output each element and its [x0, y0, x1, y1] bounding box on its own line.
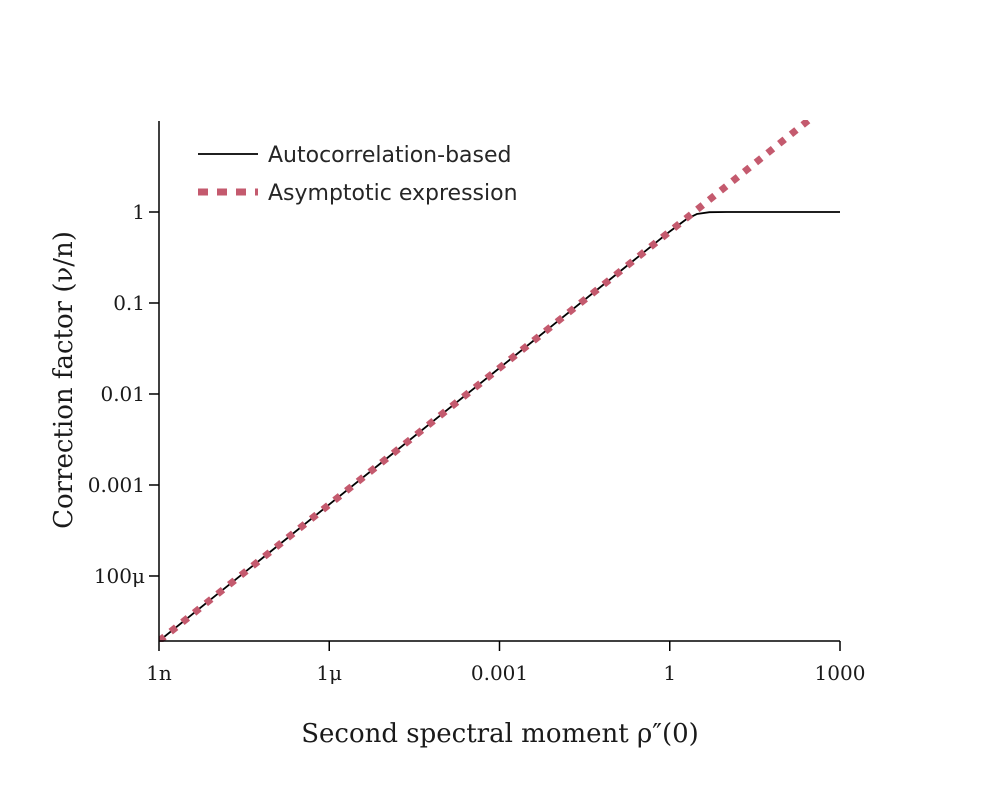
- series-line-autocorrelation: [159, 211, 840, 642]
- y-tick-label: 0.01: [100, 382, 145, 406]
- series-line-asymptotic: [159, 120, 815, 642]
- x-axis-title: Second spectral moment ρ″(0): [301, 719, 699, 749]
- legend-label-asymptotic: Asymptotic expression: [268, 181, 518, 206]
- x-tick-label: 1μ: [316, 661, 342, 685]
- x-tick-label: 0.001: [471, 661, 528, 685]
- x-axis-ticks: 1n 1μ 0.001 1 1000: [146, 641, 865, 685]
- y-tick-label: 0.1: [113, 291, 145, 315]
- y-tick-label: 100μ: [94, 564, 145, 588]
- legend-label-autocorrelation: Autocorrelation-based: [268, 143, 511, 168]
- y-axis-title: Correction factor (ν/n): [49, 231, 79, 529]
- legend: Autocorrelation-based Asymptotic express…: [198, 143, 518, 206]
- x-tick-label: 1n: [146, 661, 172, 685]
- y-tick-label: 0.001: [88, 473, 145, 497]
- plot-area: [159, 120, 840, 642]
- x-tick-label: 1: [663, 661, 676, 685]
- y-tick-label: 1: [132, 200, 145, 224]
- x-tick-label: 1000: [815, 661, 866, 685]
- y-axis-ticks: 100μ 0.001 0.01 0.1 1: [88, 200, 159, 588]
